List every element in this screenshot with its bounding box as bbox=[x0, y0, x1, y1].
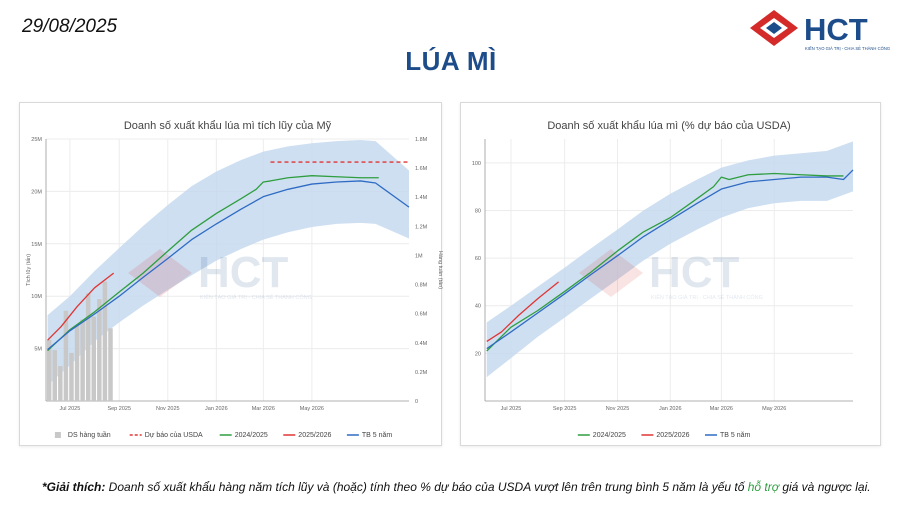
legend-item: 2025/2026 bbox=[641, 432, 690, 439]
weekly-bar bbox=[85, 293, 91, 401]
x-tick-label: Mar 2026 bbox=[252, 406, 275, 412]
note-highlight: hỗ trợ bbox=[747, 480, 779, 494]
y2-tick-label: 1.8M bbox=[415, 137, 428, 143]
legend-item: TB 5 năm bbox=[346, 432, 393, 439]
legend-item: Dự báo của USDA bbox=[129, 431, 203, 439]
watermark-logo-mark bbox=[128, 249, 192, 297]
weekly-bar bbox=[97, 299, 102, 401]
legend-label: 2025/2026 bbox=[298, 432, 331, 439]
chart-title: Doanh số xuất khẩu lúa mì tích lũy của M… bbox=[124, 120, 332, 132]
weekly-bar bbox=[108, 328, 113, 401]
weekly-bar bbox=[52, 350, 58, 401]
series-line bbox=[486, 281, 560, 343]
cumulative-export-chart-panel: Doanh số xuất khẩu lúa mì tích lũy của M… bbox=[19, 102, 443, 446]
legend-label: DS hàng tuần bbox=[68, 430, 111, 439]
y2-tick-label: 0.8M bbox=[415, 283, 428, 289]
watermark-tagline: KIẾN TẠO GIÁ TRỊ - CHIA SẺ THÀNH CÔNG bbox=[200, 294, 312, 301]
hct-logo: HCT KIẾN TẠO GIÁ TRỊ - CHIA SẺ THÀNH CÔN… bbox=[748, 8, 894, 54]
y2-tick-label: 0.2M bbox=[415, 370, 428, 376]
y2-tick-label: 0.6M bbox=[415, 312, 428, 318]
legend-item: 2024/2025 bbox=[577, 432, 626, 439]
y-tick-label: 15M bbox=[31, 242, 42, 248]
page-title: LÚA MÌ bbox=[405, 46, 497, 76]
explanation-note: *Giải thích: Doanh số xuất khẩu hàng năm… bbox=[42, 480, 882, 494]
series-line bbox=[47, 175, 379, 352]
y2-tick-label: 0 bbox=[415, 399, 418, 405]
note-suffix: giá và ngược lại. bbox=[779, 480, 871, 494]
y2-tick-label: 1.6M bbox=[415, 166, 428, 172]
x-tick-label: Nov 2025 bbox=[606, 406, 630, 412]
weekly-bar bbox=[102, 281, 108, 401]
series-line bbox=[47, 180, 410, 351]
legend-label: TB 5 năm bbox=[720, 432, 751, 439]
y-tick-label: 100 bbox=[472, 161, 481, 167]
legend-label: TB 5 năm bbox=[362, 432, 393, 439]
y-axis-label: Tích lũy (tấn) bbox=[26, 254, 32, 286]
weekly-bar bbox=[58, 366, 63, 401]
y-tick-label: 40 bbox=[475, 304, 481, 310]
weekly-bar bbox=[69, 352, 74, 401]
svg-text:HCT: HCT bbox=[804, 12, 868, 47]
legend-item: DS hàng tuần bbox=[54, 430, 111, 439]
y-tick-label: 10M bbox=[31, 294, 42, 300]
y2-tick-label: 1.2M bbox=[415, 224, 428, 230]
svg-text:KIẾN TẠO GIÁ TRỊ - CHIA SẺ THÀ: KIẾN TẠO GIÁ TRỊ - CHIA SẺ THÀNH CÔNG bbox=[805, 46, 890, 51]
watermark-logo-text: HCT bbox=[198, 248, 289, 297]
y2-axis-label: Hàng tuần (tấn) bbox=[437, 251, 443, 289]
weekly-bar bbox=[74, 325, 80, 401]
x-tick-label: Jul 2025 bbox=[59, 406, 80, 412]
note-body: Doanh số xuất khẩu hàng năm tích lũy và … bbox=[105, 480, 748, 494]
note-prefix: *Giải thích: bbox=[42, 480, 106, 494]
legend-swatch bbox=[54, 432, 61, 438]
series-line bbox=[486, 172, 844, 352]
watermark-tagline: KIẾN TẠO GIÁ TRỊ - CHIA SẺ THÀNH CÔNG bbox=[651, 294, 763, 301]
legend-item: 2025/2026 bbox=[283, 432, 331, 439]
weekly-bar bbox=[91, 316, 97, 401]
y-tick-label: 80 bbox=[475, 208, 481, 214]
weekly-bar bbox=[46, 339, 52, 401]
series-line bbox=[486, 169, 854, 350]
x-tick-label: Sep 2025 bbox=[553, 406, 577, 412]
x-tick-label: Jan 2026 bbox=[205, 406, 228, 412]
x-tick-label: Nov 2025 bbox=[156, 406, 180, 412]
y2-tick-label: 1.4M bbox=[415, 195, 428, 201]
x-tick-label: May 2026 bbox=[300, 406, 324, 412]
y2-tick-label: 0.4M bbox=[415, 341, 428, 347]
range-band bbox=[47, 140, 410, 386]
legend-label: Dự báo của USDA bbox=[145, 431, 203, 439]
y-tick-label: 20M bbox=[31, 189, 42, 195]
y-tick-label: 25M bbox=[31, 137, 42, 143]
range-band bbox=[486, 141, 853, 378]
legend-label: 2024/2025 bbox=[235, 432, 268, 439]
y2-tick-label: 1M bbox=[415, 253, 423, 259]
legend-item: TB 5 năm bbox=[705, 432, 751, 439]
watermark-logo-text: HCT bbox=[649, 248, 740, 297]
report-date: 29/08/2025 bbox=[22, 16, 118, 37]
x-tick-label: Jul 2025 bbox=[501, 406, 522, 412]
chart-title: Doanh số xuất khẩu lúa mì (% dự báo của … bbox=[547, 120, 790, 132]
usda-percent-chart-panel: Doanh số xuất khẩu lúa mì (% dự báo của … bbox=[460, 102, 881, 446]
series-line bbox=[47, 272, 115, 341]
weekly-bar bbox=[63, 310, 69, 401]
x-tick-label: Sep 2025 bbox=[107, 406, 131, 412]
y-tick-label: 20 bbox=[475, 351, 481, 357]
x-tick-label: Jan 2026 bbox=[659, 406, 682, 412]
x-tick-label: May 2026 bbox=[762, 406, 786, 412]
watermark-logo-mark bbox=[579, 249, 643, 297]
weekly-bar bbox=[80, 319, 85, 401]
y-tick-label: 5M bbox=[34, 347, 42, 353]
legend-label: 2024/2025 bbox=[593, 432, 626, 439]
y-tick-label: 60 bbox=[475, 256, 481, 262]
usda-percent-chart: Doanh số xuất khẩu lúa mì (% dự báo của … bbox=[472, 120, 854, 439]
cumulative-export-chart: Doanh số xuất khẩu lúa mì tích lũy của M… bbox=[26, 120, 443, 439]
legend-label: 2025/2026 bbox=[656, 432, 689, 439]
x-tick-label: Mar 2026 bbox=[710, 406, 733, 412]
legend-item: 2024/2025 bbox=[219, 432, 268, 439]
